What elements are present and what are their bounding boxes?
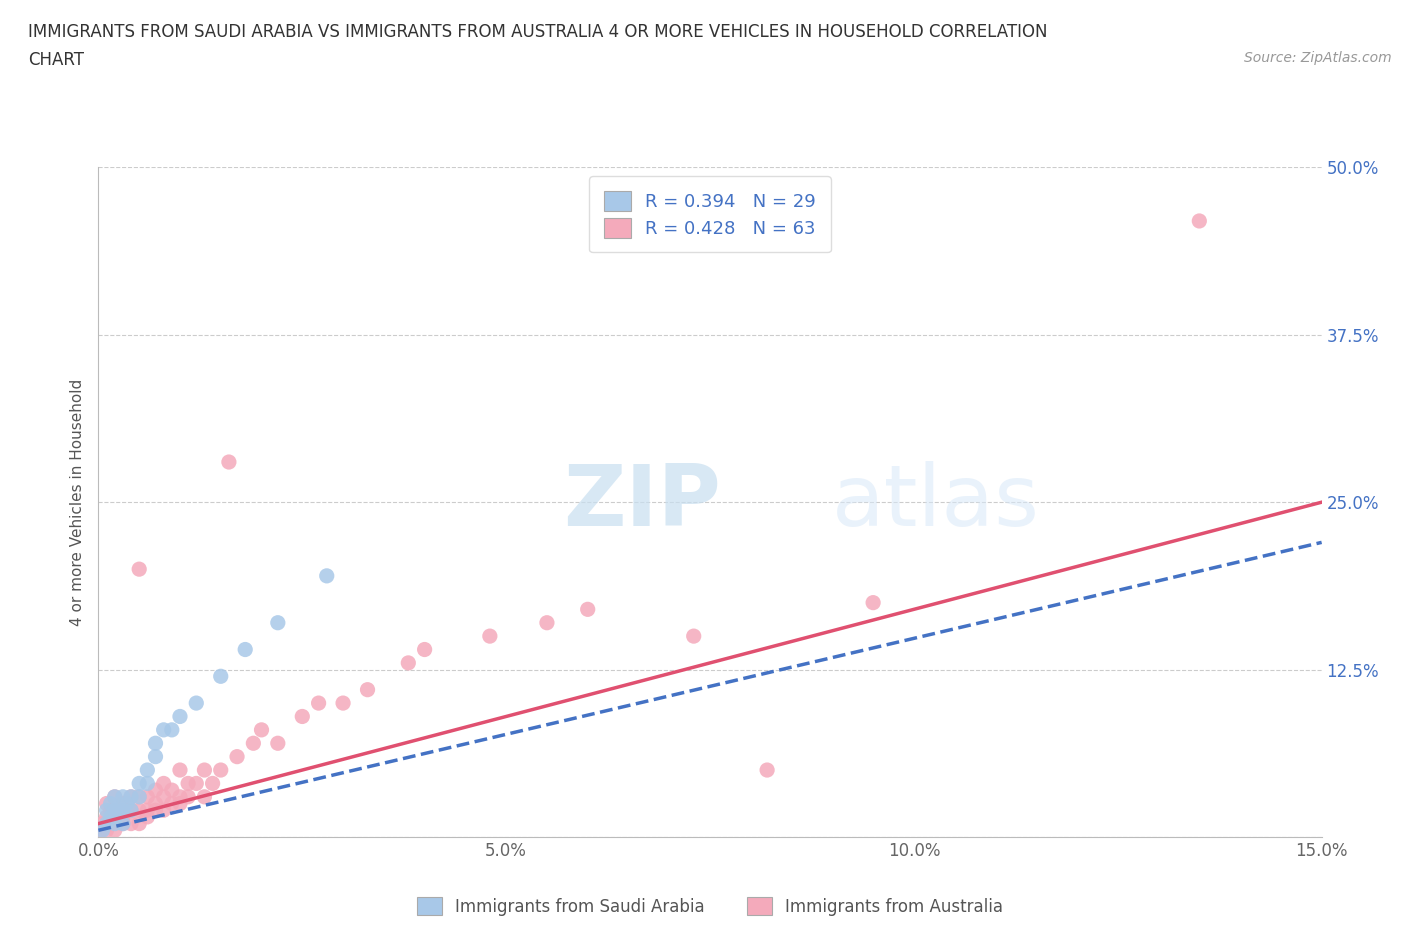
Point <box>291 709 314 724</box>
Text: ZIP: ZIP <box>564 460 721 544</box>
Point <box>128 562 150 577</box>
Point <box>315 568 337 583</box>
Point <box>145 736 167 751</box>
Point <box>96 823 118 838</box>
Text: atlas: atlas <box>832 460 1040 544</box>
Point <box>267 616 290 631</box>
Point <box>90 823 112 838</box>
Text: Source: ZipAtlas.com: Source: ZipAtlas.com <box>1244 51 1392 65</box>
Point <box>128 817 150 831</box>
Point <box>96 796 118 811</box>
Point <box>356 683 378 698</box>
Point <box>186 696 208 711</box>
Point <box>536 616 558 631</box>
Point <box>478 629 501 644</box>
Point <box>108 803 131 817</box>
Point <box>115 796 138 811</box>
Point <box>209 669 232 684</box>
Point <box>396 656 419 671</box>
Point <box>145 750 167 764</box>
Point <box>682 629 704 644</box>
Point <box>120 790 142 804</box>
Point <box>169 796 191 811</box>
Point <box>120 803 142 817</box>
Point <box>100 817 122 831</box>
Y-axis label: 4 or more Vehicles in Household: 4 or more Vehicles in Household <box>69 379 84 626</box>
Point <box>104 803 127 817</box>
Point <box>136 809 159 824</box>
Point <box>332 696 354 711</box>
Point <box>111 817 134 831</box>
Point <box>104 803 127 817</box>
Point <box>100 796 122 811</box>
Text: IMMIGRANTS FROM SAUDI ARABIA VS IMMIGRANTS FROM AUSTRALIA 4 OR MORE VEHICLES IN : IMMIGRANTS FROM SAUDI ARABIA VS IMMIGRAN… <box>28 23 1047 41</box>
Point <box>96 803 118 817</box>
Point <box>136 803 159 817</box>
Point <box>193 763 215 777</box>
Point <box>145 783 167 798</box>
Point <box>169 709 191 724</box>
Point <box>218 455 240 470</box>
Point <box>111 790 134 804</box>
Point <box>136 763 159 777</box>
Point <box>104 817 127 831</box>
Point <box>193 790 215 804</box>
Point <box>120 817 142 831</box>
Point <box>128 790 150 804</box>
Point <box>226 750 249 764</box>
Point <box>145 803 167 817</box>
Point <box>308 696 330 711</box>
Point <box>136 790 159 804</box>
Point <box>209 763 232 777</box>
Point <box>160 796 183 811</box>
Point <box>136 776 159 790</box>
Point <box>111 809 134 824</box>
Point <box>91 823 114 838</box>
Point <box>576 602 599 617</box>
Point <box>128 790 150 804</box>
Point <box>128 803 150 817</box>
Point <box>242 736 264 751</box>
Point <box>111 803 134 817</box>
Point <box>152 776 174 790</box>
Point <box>169 790 191 804</box>
Point <box>201 776 224 790</box>
Point <box>1188 214 1211 229</box>
Point <box>104 823 127 838</box>
Point <box>186 776 208 790</box>
Point <box>104 790 127 804</box>
Point <box>145 796 167 811</box>
Point <box>160 723 183 737</box>
Point <box>250 723 273 737</box>
Point <box>413 642 436 657</box>
Text: CHART: CHART <box>28 51 84 69</box>
Legend: Immigrants from Saudi Arabia, Immigrants from Australia: Immigrants from Saudi Arabia, Immigrants… <box>411 890 1010 923</box>
Point <box>96 809 118 824</box>
Point <box>115 796 138 811</box>
Point <box>177 776 200 790</box>
Point <box>104 790 127 804</box>
Point <box>177 790 200 804</box>
Point <box>120 803 142 817</box>
Point <box>267 736 290 751</box>
Point <box>756 763 779 777</box>
Point <box>111 803 134 817</box>
Point <box>111 817 134 831</box>
Point <box>169 763 191 777</box>
Point <box>128 776 150 790</box>
Point <box>104 809 127 824</box>
Point <box>111 796 134 811</box>
Point <box>233 642 256 657</box>
Point <box>152 790 174 804</box>
Point <box>160 783 183 798</box>
Point <box>100 809 122 824</box>
Point <box>120 790 142 804</box>
Point <box>100 803 122 817</box>
Point <box>152 803 174 817</box>
Point <box>108 803 131 817</box>
Point <box>862 595 884 610</box>
Point <box>152 723 174 737</box>
Point <box>91 817 114 831</box>
Point <box>96 817 118 831</box>
